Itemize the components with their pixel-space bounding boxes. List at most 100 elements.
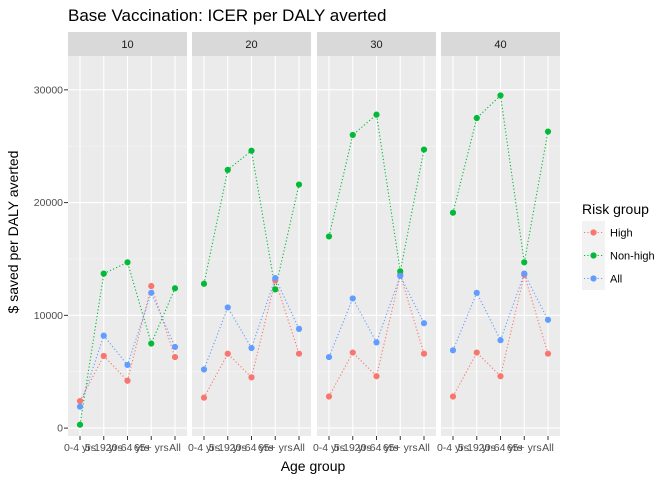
legend-key-point [590,252,597,259]
y-tick-label: 20000 [34,197,63,209]
data-point [200,394,208,401]
x-axis-title: Age group [281,458,346,474]
x-tick-label: 5-19 yrs [334,442,372,454]
data-point [473,114,480,122]
x-tick-label: 65+ yrs [383,442,418,454]
data-point [325,233,333,240]
data-point [420,320,428,327]
x-tick-label: All [542,442,554,454]
y-tick-label: 30000 [34,84,63,96]
x-tick-label: 0-4 yrs [188,442,220,454]
data-point [76,397,84,405]
data-point [325,353,333,361]
x-tick-label: 20-64 yrs [479,442,523,454]
facet-strip-label: 30 [370,39,382,51]
data-point [148,282,155,290]
data-point [349,295,356,302]
facet-strip [441,32,560,56]
data-point [295,350,303,357]
facet-strip [192,32,311,56]
data-point [295,325,303,332]
data-point [224,304,231,311]
legend: Risk group High Non-high All [582,201,655,290]
data-point [373,373,380,380]
data-point [200,280,208,287]
data-point [325,393,333,400]
x-tick-label: 5-19 yrs [85,442,123,454]
series-line [452,272,549,351]
data-point [497,373,504,380]
data-point [272,286,279,293]
x-tick-label: 20-64 yrs [355,442,399,454]
data-point [473,289,480,296]
data-point [373,339,380,346]
data-point [248,147,255,154]
data-point [100,352,107,360]
x-tick-label: All [169,442,181,454]
data-point [397,268,404,275]
y-axis-title: $ saved per DALY averted [5,151,21,314]
x-tick-label: 5-19 yrs [209,442,247,454]
data-point [420,350,428,357]
legend-key-point [590,275,597,282]
x-tick-label: 20-64 yrs [230,442,274,454]
x-tick-label: 5-19 yrs [458,442,496,454]
data-point [349,349,356,356]
data-point [497,92,504,99]
data-point [420,146,428,153]
data-point [449,393,457,400]
y-tick-label: 10000 [34,310,63,322]
legend-label: Non-high [610,251,655,263]
legend-label: High [610,228,633,240]
data-point [521,270,528,277]
data-point [100,270,107,277]
data-point [224,350,231,357]
facet-strip [68,32,187,56]
x-tick-label: 0-4 yrs [64,442,96,454]
data-point [544,128,552,135]
data-point [171,353,179,361]
x-tick-label: All [418,442,430,454]
data-point [397,272,404,279]
x-tick-label: 65+ yrs [507,442,542,454]
data-point [295,181,303,188]
data-point [449,209,457,216]
data-point [248,344,255,352]
data-point [124,361,131,369]
facet-strip [317,32,436,56]
data-point [449,347,457,354]
data-point [100,332,107,339]
data-point [272,275,279,282]
data-point [200,366,208,373]
data-point [373,111,380,118]
legend-key-point [590,229,597,236]
data-point [76,421,84,428]
facet-strip-label: 10 [121,39,133,51]
data-point [349,131,356,139]
data-point [224,166,231,173]
data-point [148,340,155,347]
data-point [473,349,480,356]
data-point [171,343,179,351]
data-point [544,316,552,323]
data-point [521,259,528,266]
data-point [497,337,504,344]
legend-label: All [610,274,622,286]
data-point [171,285,179,292]
x-tick-label: 65+ yrs [258,442,293,454]
data-point [76,403,84,410]
legend-title: Risk group [582,201,649,217]
facet-strip-label: 40 [494,39,506,51]
series-line [452,272,549,397]
x-tick-label: 0-4 yrs [437,442,469,454]
x-tick-label: 20-64 yrs [106,442,150,454]
data-point [124,259,131,266]
y-tick-label: 0 [57,423,63,435]
data-point [124,377,131,384]
